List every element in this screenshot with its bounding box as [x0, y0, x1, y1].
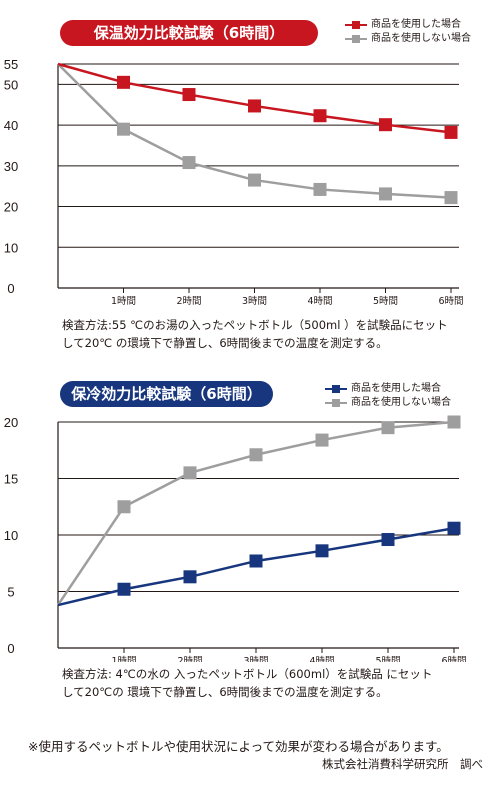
data-point	[313, 182, 327, 196]
y-tick-label: 20	[4, 415, 18, 430]
warm-method-note: 検査方法:55 ℃のお湯の入ったペットボトル（500ml ）を試験品にセット し…	[62, 316, 502, 352]
data-point	[249, 554, 263, 568]
cold-legend: 商品を使用した場合 商品を使用しない場合	[325, 382, 451, 410]
note-line: して20℃ の環境下で静置し、6時間後までの温度を測定する。	[62, 336, 388, 350]
data-point	[313, 109, 327, 123]
note-line: 検査方法: 4℃の水の 入ったペットボトル（600ml）を試験品 にセット	[62, 667, 433, 681]
legend-label: 商品を使用した場合	[371, 19, 461, 30]
warm-chart: 0 10 20 30 40 50 55 1時間 2時間 3時間 4時間 5時間 6時間	[0, 50, 503, 315]
legend-label: 商品を使用しない場合	[371, 33, 471, 44]
data-point	[248, 99, 261, 113]
y-tick-label: 55	[4, 57, 18, 72]
data-point	[249, 448, 263, 462]
gray-square-marker-icon	[345, 35, 367, 43]
x-tick-label: 5時間	[375, 656, 400, 662]
y-tick-label: 15	[4, 472, 18, 487]
legend-item-with-product: 商品を使用した場合	[325, 382, 451, 396]
data-point	[379, 118, 392, 132]
y-tick-label: 40	[4, 118, 18, 133]
y-tick-label: 5	[7, 585, 14, 600]
x-tick-label: 5時間	[373, 296, 398, 307]
y-tick-label: 0	[7, 281, 14, 296]
warm-section: 保温効力比較試験（6時間） 商品を使用した場合 商品を使用しない場合 0 10 20…	[0, 0, 503, 360]
data-point	[117, 500, 131, 514]
legend-item-without-product: 商品を使用しない場合	[325, 396, 451, 410]
note-line: 検査方法:55 ℃のお湯の入ったペットボトル（500ml ）を試験品にセット	[62, 318, 448, 332]
data-point	[183, 570, 197, 584]
x-tick-label: 4時間	[309, 656, 334, 662]
gray-square-marker-icon	[325, 399, 347, 407]
red-square-marker-icon	[345, 21, 367, 29]
warm-line-chart: 0 10 20 30 40 50 55 1時間 2時間 3時間 4時間 5時間 6時間	[4, 57, 464, 307]
data-point	[248, 173, 261, 187]
cold-section: 保冷効力比較試験（6時間） 商品を使用した場合 商品を使用しない場合 0 5 10 1…	[0, 360, 503, 730]
note-line: して20℃の 環境下で静置し、6時間後までの温度を測定する。	[62, 685, 388, 699]
data-point	[315, 544, 329, 558]
cold-chart: 0 5 10 15 20 1時間 2時間 3時間 4時間 5時間 6時間	[0, 412, 503, 662]
warm-legend: 商品を使用した場合 商品を使用しない場合	[345, 18, 471, 46]
data-point	[381, 421, 395, 435]
data-point	[447, 521, 461, 535]
x-tick-label: 6時間	[441, 656, 466, 662]
source-credit: 株式会社消費科学研究所 調べ	[322, 757, 483, 771]
warm-chart-title: 保温効力比較試験（6時間）	[60, 20, 318, 46]
y-tick-label: 0	[7, 641, 14, 656]
data-point	[447, 415, 461, 429]
x-tick-label: 2時間	[176, 296, 201, 307]
data-point	[117, 582, 131, 596]
data-point	[117, 122, 130, 136]
y-tick-label: 30	[4, 159, 18, 174]
cold-method-note: 検査方法: 4℃の水の 入ったペットボトル（600ml）を試験品 にセット して…	[62, 665, 502, 701]
y-tick-label: 10	[4, 240, 18, 255]
legend-label: 商品を使用しない場合	[351, 397, 451, 408]
x-tick-label: 1時間	[111, 296, 136, 307]
x-tick-label: 1時間	[111, 656, 136, 662]
data-point	[379, 187, 392, 201]
y-tick-label: 50	[4, 77, 18, 92]
x-tick-label: 2時間	[177, 656, 202, 662]
legend-label: 商品を使用した場合	[351, 383, 441, 394]
cold-line-chart: 0 5 10 15 20 1時間 2時間 3時間 4時間 5時間 6時間	[4, 415, 467, 662]
data-point	[117, 75, 130, 89]
y-tick-label: 10	[4, 528, 18, 543]
data-point	[381, 533, 395, 547]
x-tick-label: 4時間	[307, 296, 332, 307]
navy-square-marker-icon	[325, 385, 347, 393]
x-tick-label: 3時間	[242, 296, 267, 307]
data-point	[183, 466, 197, 480]
legend-item-without-product: 商品を使用しない場合	[345, 32, 471, 46]
y-tick-label: 20	[4, 200, 18, 215]
legend-item-with-product: 商品を使用した場合	[345, 18, 471, 32]
data-point	[444, 191, 458, 205]
x-tick-label: 6時間	[438, 296, 463, 307]
cold-chart-title: 保冷効力比較試験（6時間）	[60, 381, 273, 407]
data-point	[315, 433, 329, 447]
data-point	[444, 125, 458, 139]
data-point	[182, 88, 196, 102]
x-tick-label: 3時間	[243, 656, 268, 662]
disclaimer-text: ※使用するペットボトルや使用状況によって効果が変わる場合があります。	[28, 739, 449, 754]
data-point	[182, 156, 196, 170]
